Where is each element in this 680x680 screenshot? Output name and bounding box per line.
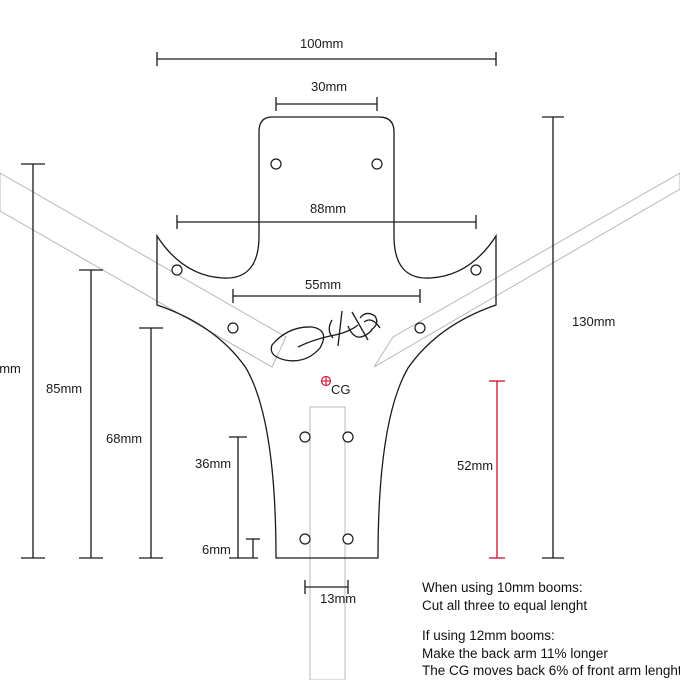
logo-mark — [270, 310, 381, 362]
hole-rear-2 — [342, 431, 354, 443]
note-line-2: Cut all three to equal lenght — [422, 597, 588, 613]
dim-label-55mm: 55mm — [305, 277, 341, 292]
note-spacer — [422, 614, 680, 627]
cg-distance-dimension — [489, 380, 505, 559]
right-boom — [373, 172, 680, 368]
dim-label-88mm: 88mm — [310, 201, 346, 216]
note-line-4: Make the back arm 11% longer — [422, 645, 608, 661]
hole-rear-3 — [299, 533, 311, 545]
hole-arm-left-inner — [227, 322, 239, 334]
rear-boom — [309, 406, 346, 680]
left-boom — [0, 172, 287, 368]
hole-rear-1 — [299, 431, 311, 443]
hole-top-right — [371, 158, 383, 170]
cg-label: CG — [331, 382, 351, 397]
hole-top-left — [270, 158, 282, 170]
hole-rear-4 — [342, 533, 354, 545]
frame-plate-outline — [156, 116, 497, 559]
dim-label-30mm: 30mm — [311, 79, 347, 94]
dimension-lines — [21, 52, 564, 594]
hole-arm-right-inner — [414, 322, 426, 334]
mounting-holes — [171, 158, 482, 545]
dim-label-100mm: 100mm — [300, 36, 343, 51]
cg-marker — [320, 375, 332, 387]
dim-label-13mm: 13mm — [320, 591, 356, 606]
hole-arm-left-outer — [171, 264, 183, 276]
dim-label-130mm: 130mm — [572, 314, 615, 329]
boom-notes: When using 10mm booms: Cut all three to … — [422, 579, 680, 680]
note-line-1: When using 10mm booms: — [422, 580, 583, 595]
dim-label-85mm: 85mm — [46, 381, 82, 396]
dim-label-left-6mm: 6mm — [0, 361, 21, 376]
dim-label-52mm: 52mm — [457, 458, 493, 473]
dim-label-68mm: 68mm — [106, 431, 142, 446]
dim-label-6mm: 6mm — [202, 542, 231, 557]
note-line-3: If using 12mm booms: — [422, 628, 555, 643]
dim-label-36mm: 36mm — [195, 456, 231, 471]
note-line-5: The CG moves back 6% of front arm lenght — [422, 663, 680, 678]
hole-arm-right-outer — [470, 264, 482, 276]
